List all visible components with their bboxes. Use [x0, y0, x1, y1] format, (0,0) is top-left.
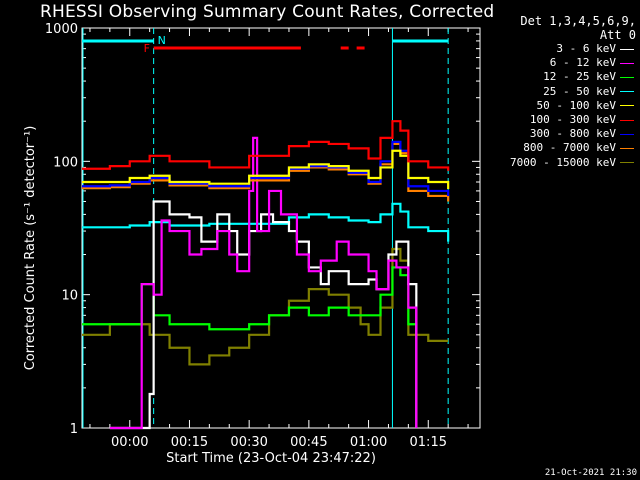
legend-swatch [620, 105, 634, 107]
legend-entry: 50 - 100 keV [482, 99, 634, 113]
y-tick-label: 1000 [45, 22, 78, 37]
x-tick-label: 01:00 [350, 435, 387, 450]
x-axis-label: Start Time (23-Oct-04 23:47:22) [166, 451, 376, 466]
y-axis-label: Corrected Count Rate (s⁻¹ detector⁻¹) [23, 126, 38, 371]
legend-entry: 300 - 800 keV [482, 127, 634, 141]
x-tick-label: 00:45 [290, 435, 327, 450]
x-tick-label: 00:00 [111, 435, 148, 450]
x-tick-label: 00:15 [171, 435, 208, 450]
series-line-50-100keV [82, 149, 450, 190]
legend-swatch [620, 77, 634, 78]
series-line-6-12keV [109, 136, 418, 430]
y-tick-label: 100 [53, 155, 78, 170]
flag-label-n: N [158, 34, 166, 47]
legend-label: 800 - 7000 keV [523, 141, 616, 155]
legend-label: 6 - 12 keV [549, 56, 616, 70]
footer-timestamp: 21-Oct-2021 21:30 [544, 468, 637, 478]
legend-label: 50 - 100 keV [536, 98, 616, 112]
legend-label: 12 - 25 keV [543, 70, 616, 84]
series-line-100-300keV [82, 120, 450, 171]
series-line-7000-15000keV [82, 247, 449, 366]
legend-label: 25 - 50 keV [543, 84, 616, 98]
legend-label: 100 - 300 keV [529, 113, 616, 127]
legend-entry: 3 - 6 keV [482, 42, 634, 56]
chart-title: RHESSI Observing Summary Count Rates, Co… [40, 2, 495, 22]
legend-swatch [620, 162, 634, 164]
legend-entry: 12 - 25 keV [482, 70, 634, 84]
y-tick-label: 10 [61, 289, 78, 304]
legend: 3 - 6 keV 6 - 12 keV 12 - 25 keV 25 - 50 ke… [482, 42, 634, 170]
detector-info: Det 1,3,4,5,6,9, Att 0 [520, 14, 636, 42]
legend-label: 300 - 800 keV [529, 127, 616, 141]
legend-swatch [620, 133, 634, 135]
x-tick-label: 00:30 [230, 435, 267, 450]
legend-swatch [620, 48, 634, 50]
legend-label: 7000 - 15000 keV [510, 155, 616, 169]
legend-entry: 25 - 50 keV [482, 85, 634, 99]
flag-label-f: F [144, 42, 150, 55]
legend-entry: 800 - 7000 keV [482, 141, 634, 155]
legend-entry: 7000 - 15000 keV [482, 156, 634, 170]
legend-entry: 100 - 300 keV [482, 113, 634, 127]
legend-entry: 6 - 12 keV [482, 56, 634, 70]
series-line-25-50keV [82, 202, 450, 242]
legend-swatch [620, 62, 634, 64]
y-tick-label: 1 [70, 422, 78, 437]
legend-label: 3 - 6 keV [556, 42, 616, 55]
detector-info-line-2: Att 0 [599, 28, 636, 42]
legend-swatch [620, 119, 634, 121]
legend-swatch [620, 91, 634, 93]
legend-swatch [620, 148, 634, 150]
detector-info-line-1: Det 1,3,4,5,6,9, [520, 14, 636, 28]
x-tick-label: 01:15 [410, 435, 447, 450]
